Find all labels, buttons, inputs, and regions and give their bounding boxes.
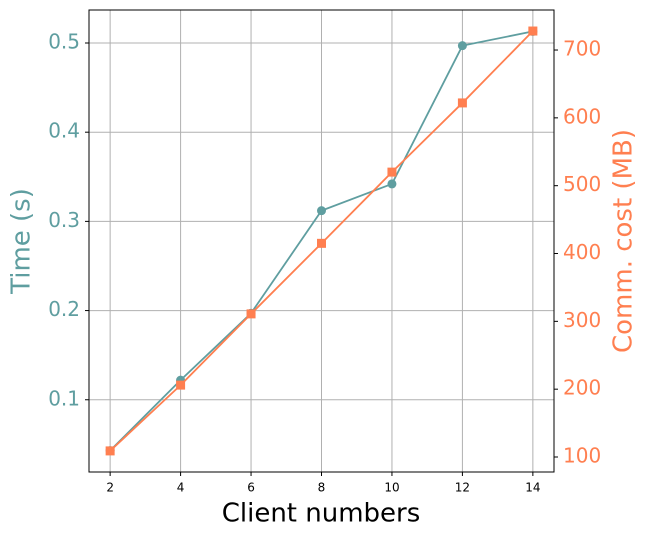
marker <box>246 309 256 319</box>
x-tick-label: 4 <box>177 481 185 495</box>
y2-tick-label: 700 <box>563 37 601 61</box>
y-tick-label: 0.2 <box>48 297 80 321</box>
marker <box>457 98 467 108</box>
plot-frame <box>88 9 555 473</box>
marker <box>317 238 326 248</box>
marker <box>457 41 467 51</box>
y2-tick-label: 300 <box>563 308 601 332</box>
x-tick-label: 14 <box>525 481 540 495</box>
marker <box>387 179 397 189</box>
y-tick-label: 0.3 <box>48 208 80 232</box>
x-tick-label: 6 <box>247 481 255 495</box>
y-tick-label: 0.4 <box>48 119 80 143</box>
y-axis-label: Time (s) <box>7 188 37 295</box>
marker <box>387 167 397 177</box>
y2-tick-label: 100 <box>563 444 601 468</box>
y-tick-label: 0.5 <box>48 30 80 54</box>
marker <box>317 206 326 216</box>
x-tick-label: 10 <box>384 481 399 495</box>
marker <box>176 380 186 390</box>
marker <box>105 446 115 456</box>
x-tick-label: 12 <box>455 481 470 495</box>
y2-tick-label: 500 <box>563 172 601 196</box>
y2-tick-label: 400 <box>563 240 601 264</box>
x-tick-label: 2 <box>106 481 114 495</box>
y2-tick-label: 200 <box>563 376 601 400</box>
y-tick-label: 0.1 <box>48 386 80 410</box>
marker <box>528 26 538 36</box>
y2-axis-label: Comm. cost (MB) <box>609 129 639 353</box>
x-tick-label: 8 <box>318 481 326 495</box>
y2-tick-label: 600 <box>563 104 601 128</box>
x-axis-label: Client numbers <box>222 499 421 529</box>
